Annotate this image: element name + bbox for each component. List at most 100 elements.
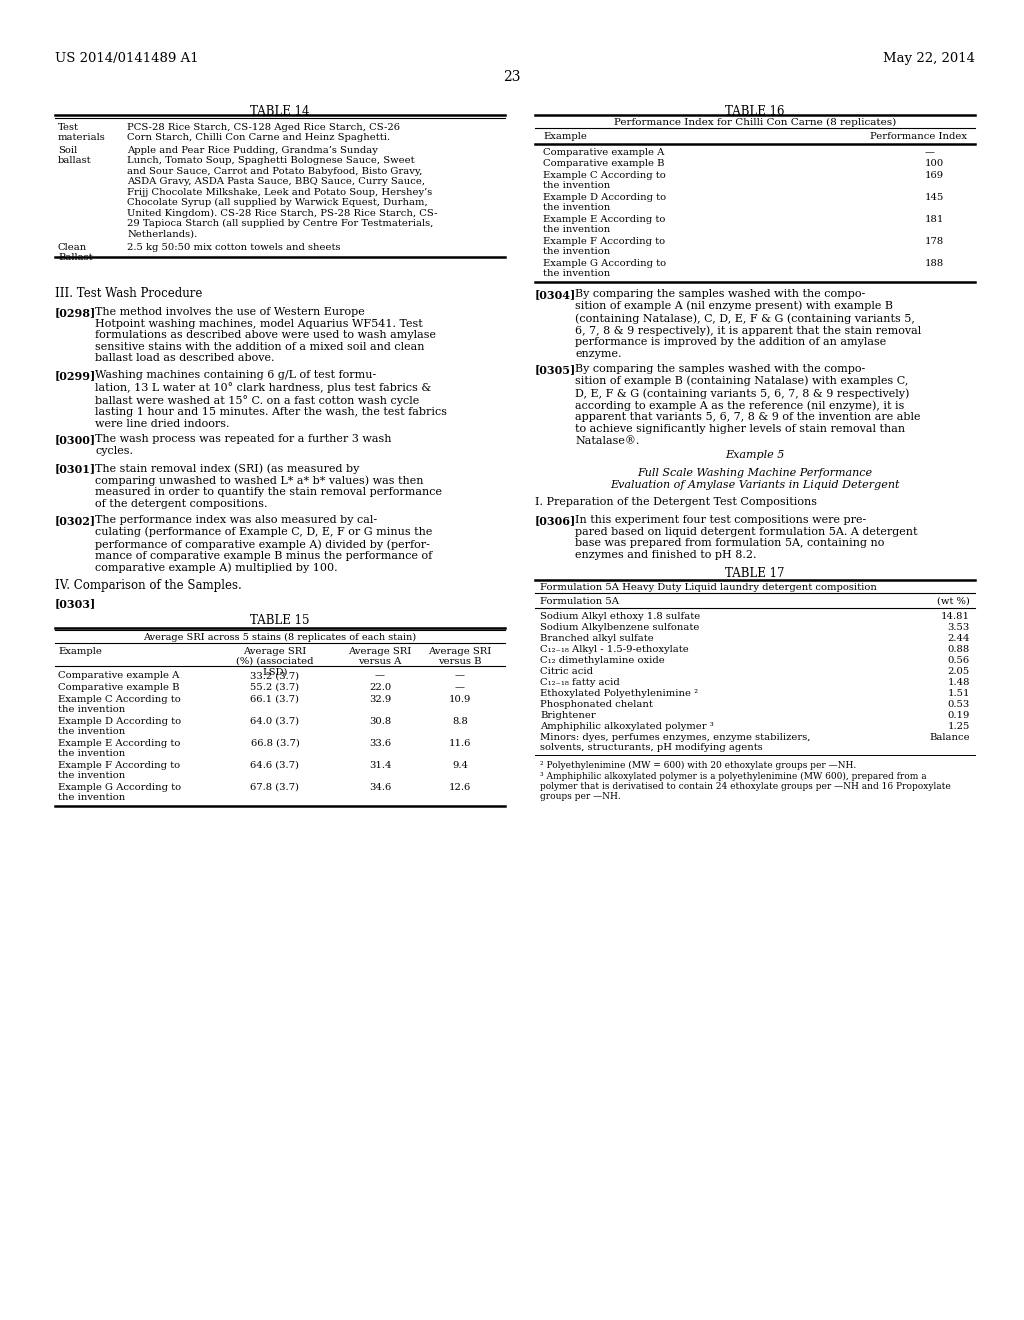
Text: Example: Example xyxy=(58,647,101,656)
Text: 9.4: 9.4 xyxy=(452,760,468,770)
Text: 33.6: 33.6 xyxy=(369,738,391,747)
Text: 169: 169 xyxy=(925,172,944,180)
Text: 30.8: 30.8 xyxy=(369,717,391,726)
Text: Sodium Alkyl ethoxy 1.8 sulfate: Sodium Alkyl ethoxy 1.8 sulfate xyxy=(540,612,700,620)
Text: Average SRI across 5 stains (8 replicates of each stain): Average SRI across 5 stains (8 replicate… xyxy=(143,632,417,642)
Text: Clean
Ballast: Clean Ballast xyxy=(58,243,92,261)
Text: 0.19: 0.19 xyxy=(947,711,970,719)
Text: 188: 188 xyxy=(925,259,944,268)
Text: —: — xyxy=(375,672,385,681)
Text: C₁₂₋₁₈ Alkyl - 1.5-9-ethoxylate: C₁₂₋₁₈ Alkyl - 1.5-9-ethoxylate xyxy=(540,645,689,653)
Text: 34.6: 34.6 xyxy=(369,783,391,792)
Text: I. Preparation of the Detergent Test Compositions: I. Preparation of the Detergent Test Com… xyxy=(535,498,817,507)
Text: 181: 181 xyxy=(925,215,944,224)
Text: 55.2 (3.7): 55.2 (3.7) xyxy=(251,682,300,692)
Text: 23: 23 xyxy=(503,70,521,84)
Text: IV. Comparison of the Samples.: IV. Comparison of the Samples. xyxy=(55,578,242,591)
Text: Comparative example B: Comparative example B xyxy=(58,682,179,692)
Text: The performance index was also measured by cal-
culating (performance of Example: The performance index was also measured … xyxy=(95,515,432,573)
Text: 11.6: 11.6 xyxy=(449,738,471,747)
Text: 1.25: 1.25 xyxy=(947,722,970,731)
Text: May 22, 2014: May 22, 2014 xyxy=(883,51,975,65)
Text: (wt %): (wt %) xyxy=(937,597,970,606)
Text: 32.9: 32.9 xyxy=(369,694,391,704)
Text: The stain removal index (SRI) (as measured by
comparing unwashed to washed L* a*: The stain removal index (SRI) (as measur… xyxy=(95,463,442,510)
Text: ² Polyethylenimine (MW = 600) with 20 ethoxylate groups per —NH.: ² Polyethylenimine (MW = 600) with 20 et… xyxy=(540,760,856,770)
Text: By comparing the samples washed with the compo-
sition of example B (containing : By comparing the samples washed with the… xyxy=(575,364,921,446)
Text: Amphiphilic alkoxylated polymer ³: Amphiphilic alkoxylated polymer ³ xyxy=(540,722,714,731)
Text: Average SRI
versus A: Average SRI versus A xyxy=(348,647,412,665)
Text: The wash process was repeated for a further 3 wash
cycles.: The wash process was repeated for a furt… xyxy=(95,434,391,455)
Text: 1.48: 1.48 xyxy=(947,678,970,686)
Text: Minors: dyes, perfumes enzymes, enzyme stabilizers,
solvents, structurants, pH m: Minors: dyes, perfumes enzymes, enzyme s… xyxy=(540,733,811,752)
Text: 66.8 (3.7): 66.8 (3.7) xyxy=(251,738,299,747)
Text: Comparative example A: Comparative example A xyxy=(58,672,179,681)
Text: 178: 178 xyxy=(925,238,944,246)
Text: Branched alkyl sulfate: Branched alkyl sulfate xyxy=(540,634,653,643)
Text: —: — xyxy=(455,672,465,681)
Text: Example G According to
the invention: Example G According to the invention xyxy=(58,783,181,801)
Text: Full Scale Washing Machine Performance
Evaluation of Amylase Variants in Liquid : Full Scale Washing Machine Performance E… xyxy=(610,469,900,490)
Text: 14.81: 14.81 xyxy=(941,612,970,620)
Text: Example E According to
the invention: Example E According to the invention xyxy=(543,215,666,235)
Text: 67.8 (3.7): 67.8 (3.7) xyxy=(251,783,299,792)
Text: Example: Example xyxy=(543,132,587,141)
Text: [0303]: [0303] xyxy=(55,598,96,610)
Text: III. Test Wash Procedure: III. Test Wash Procedure xyxy=(55,286,203,300)
Text: Comparative example A: Comparative example A xyxy=(543,148,665,157)
Text: Soil
ballast: Soil ballast xyxy=(58,147,91,165)
Text: Phosphonated chelant: Phosphonated chelant xyxy=(540,700,653,709)
Text: 10.9: 10.9 xyxy=(449,694,471,704)
Text: —: — xyxy=(925,148,935,157)
Text: 145: 145 xyxy=(925,193,944,202)
Text: Performance Index for Chilli Con Carne (8 replicates): Performance Index for Chilli Con Carne (… xyxy=(613,117,896,127)
Text: Washing machines containing 6 g/L of test formu-
lation, 13 L water at 10° clark: Washing machines containing 6 g/L of tes… xyxy=(95,371,447,429)
Text: The method involves the use of Western Europe
Hotpoint washing machines, model A: The method involves the use of Western E… xyxy=(95,308,436,363)
Text: TABLE 16: TABLE 16 xyxy=(725,106,784,117)
Text: 8.8: 8.8 xyxy=(452,717,468,726)
Text: Example D According to
the invention: Example D According to the invention xyxy=(543,193,667,213)
Text: By comparing the samples washed with the compo-
sition of example A (nil enzyme : By comparing the samples washed with the… xyxy=(575,289,922,359)
Text: [0301]: [0301] xyxy=(55,463,96,474)
Text: 12.6: 12.6 xyxy=(449,783,471,792)
Text: 0.56: 0.56 xyxy=(948,656,970,665)
Text: 2.05: 2.05 xyxy=(948,667,970,676)
Text: 3.53: 3.53 xyxy=(948,623,970,632)
Text: 64.0 (3.7): 64.0 (3.7) xyxy=(251,717,300,726)
Text: [0300]: [0300] xyxy=(55,434,96,445)
Text: [0306]: [0306] xyxy=(535,515,577,525)
Text: Example D According to
the invention: Example D According to the invention xyxy=(58,717,181,737)
Text: Average SRI
versus B: Average SRI versus B xyxy=(428,647,492,665)
Text: TABLE 15: TABLE 15 xyxy=(250,615,309,627)
Text: 1.51: 1.51 xyxy=(947,689,970,698)
Text: Example G According to
the invention: Example G According to the invention xyxy=(543,259,667,279)
Text: US 2014/0141489 A1: US 2014/0141489 A1 xyxy=(55,51,199,65)
Text: 22.0: 22.0 xyxy=(369,682,391,692)
Text: 2.5 kg 50:50 mix cotton towels and sheets: 2.5 kg 50:50 mix cotton towels and sheet… xyxy=(127,243,341,252)
Text: Citric acid: Citric acid xyxy=(540,667,593,676)
Text: Brightener: Brightener xyxy=(540,711,596,719)
Text: Test
materials: Test materials xyxy=(58,123,105,143)
Text: Ethoxylated Polyethylenimine ²: Ethoxylated Polyethylenimine ² xyxy=(540,689,698,698)
Text: Sodium Alkylbenzene sulfonate: Sodium Alkylbenzene sulfonate xyxy=(540,623,699,632)
Text: 64.6 (3.7): 64.6 (3.7) xyxy=(251,760,299,770)
Text: Apple and Pear Rice Pudding, Grandma’s Sunday
Lunch, Tomato Soup, Spaghetti Bolo: Apple and Pear Rice Pudding, Grandma’s S… xyxy=(127,147,437,239)
Text: —: — xyxy=(455,682,465,692)
Text: 31.4: 31.4 xyxy=(369,760,391,770)
Text: 66.1 (3.7): 66.1 (3.7) xyxy=(251,694,299,704)
Text: C₁₂ dimethylamine oxide: C₁₂ dimethylamine oxide xyxy=(540,656,665,665)
Text: [0305]: [0305] xyxy=(535,364,577,375)
Text: 0.53: 0.53 xyxy=(948,700,970,709)
Text: [0302]: [0302] xyxy=(55,515,96,525)
Text: Formulation 5A Heavy Duty Liquid laundry detergent composition: Formulation 5A Heavy Duty Liquid laundry… xyxy=(540,583,877,591)
Text: 2.44: 2.44 xyxy=(947,634,970,643)
Text: [0304]: [0304] xyxy=(535,289,577,300)
Text: Performance Index: Performance Index xyxy=(870,132,967,141)
Text: Example 5: Example 5 xyxy=(725,450,784,461)
Text: Formulation 5A: Formulation 5A xyxy=(540,597,618,606)
Text: Comparative example B: Comparative example B xyxy=(543,160,665,169)
Text: In this experiment four test compositions were pre-
pared based on liquid deterg: In this experiment four test composition… xyxy=(575,515,918,560)
Text: Example C According to
the invention: Example C According to the invention xyxy=(543,172,666,190)
Text: TABLE 17: TABLE 17 xyxy=(725,568,784,579)
Text: PCS-28 Rice Starch, CS-128 Aged Rice Starch, CS-26
Corn Starch, Chilli Con Carne: PCS-28 Rice Starch, CS-128 Aged Rice Sta… xyxy=(127,123,400,143)
